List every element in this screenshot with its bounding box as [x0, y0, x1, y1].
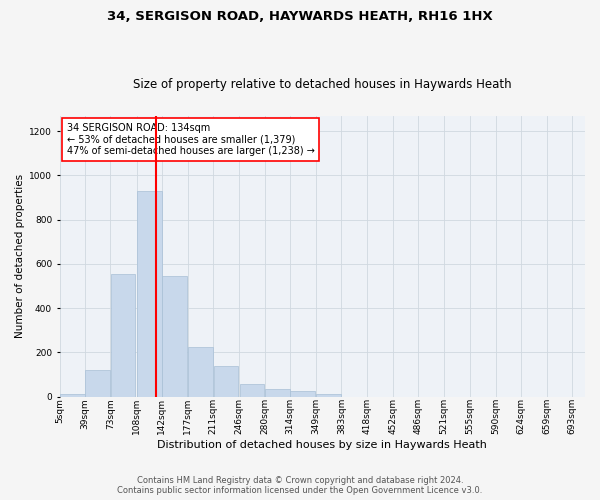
- Bar: [162, 276, 187, 396]
- Bar: [60, 394, 85, 396]
- X-axis label: Distribution of detached houses by size in Haywards Heath: Distribution of detached houses by size …: [157, 440, 487, 450]
- Y-axis label: Number of detached properties: Number of detached properties: [15, 174, 25, 338]
- Title: Size of property relative to detached houses in Haywards Heath: Size of property relative to detached ho…: [133, 78, 512, 91]
- Bar: [137, 191, 161, 396]
- Bar: [239, 384, 265, 396]
- Bar: [111, 274, 136, 396]
- Bar: [214, 366, 238, 396]
- Text: 34, SERGISON ROAD, HAYWARDS HEATH, RH16 1HX: 34, SERGISON ROAD, HAYWARDS HEATH, RH16 …: [107, 10, 493, 23]
- Bar: [85, 370, 110, 396]
- Text: 34 SERGISON ROAD: 134sqm
← 53% of detached houses are smaller (1,379)
47% of sem: 34 SERGISON ROAD: 134sqm ← 53% of detach…: [67, 122, 314, 156]
- Bar: [188, 347, 213, 397]
- Bar: [316, 394, 341, 396]
- Bar: [265, 390, 290, 396]
- Bar: [290, 391, 315, 396]
- Text: Contains HM Land Registry data © Crown copyright and database right 2024.
Contai: Contains HM Land Registry data © Crown c…: [118, 476, 482, 495]
